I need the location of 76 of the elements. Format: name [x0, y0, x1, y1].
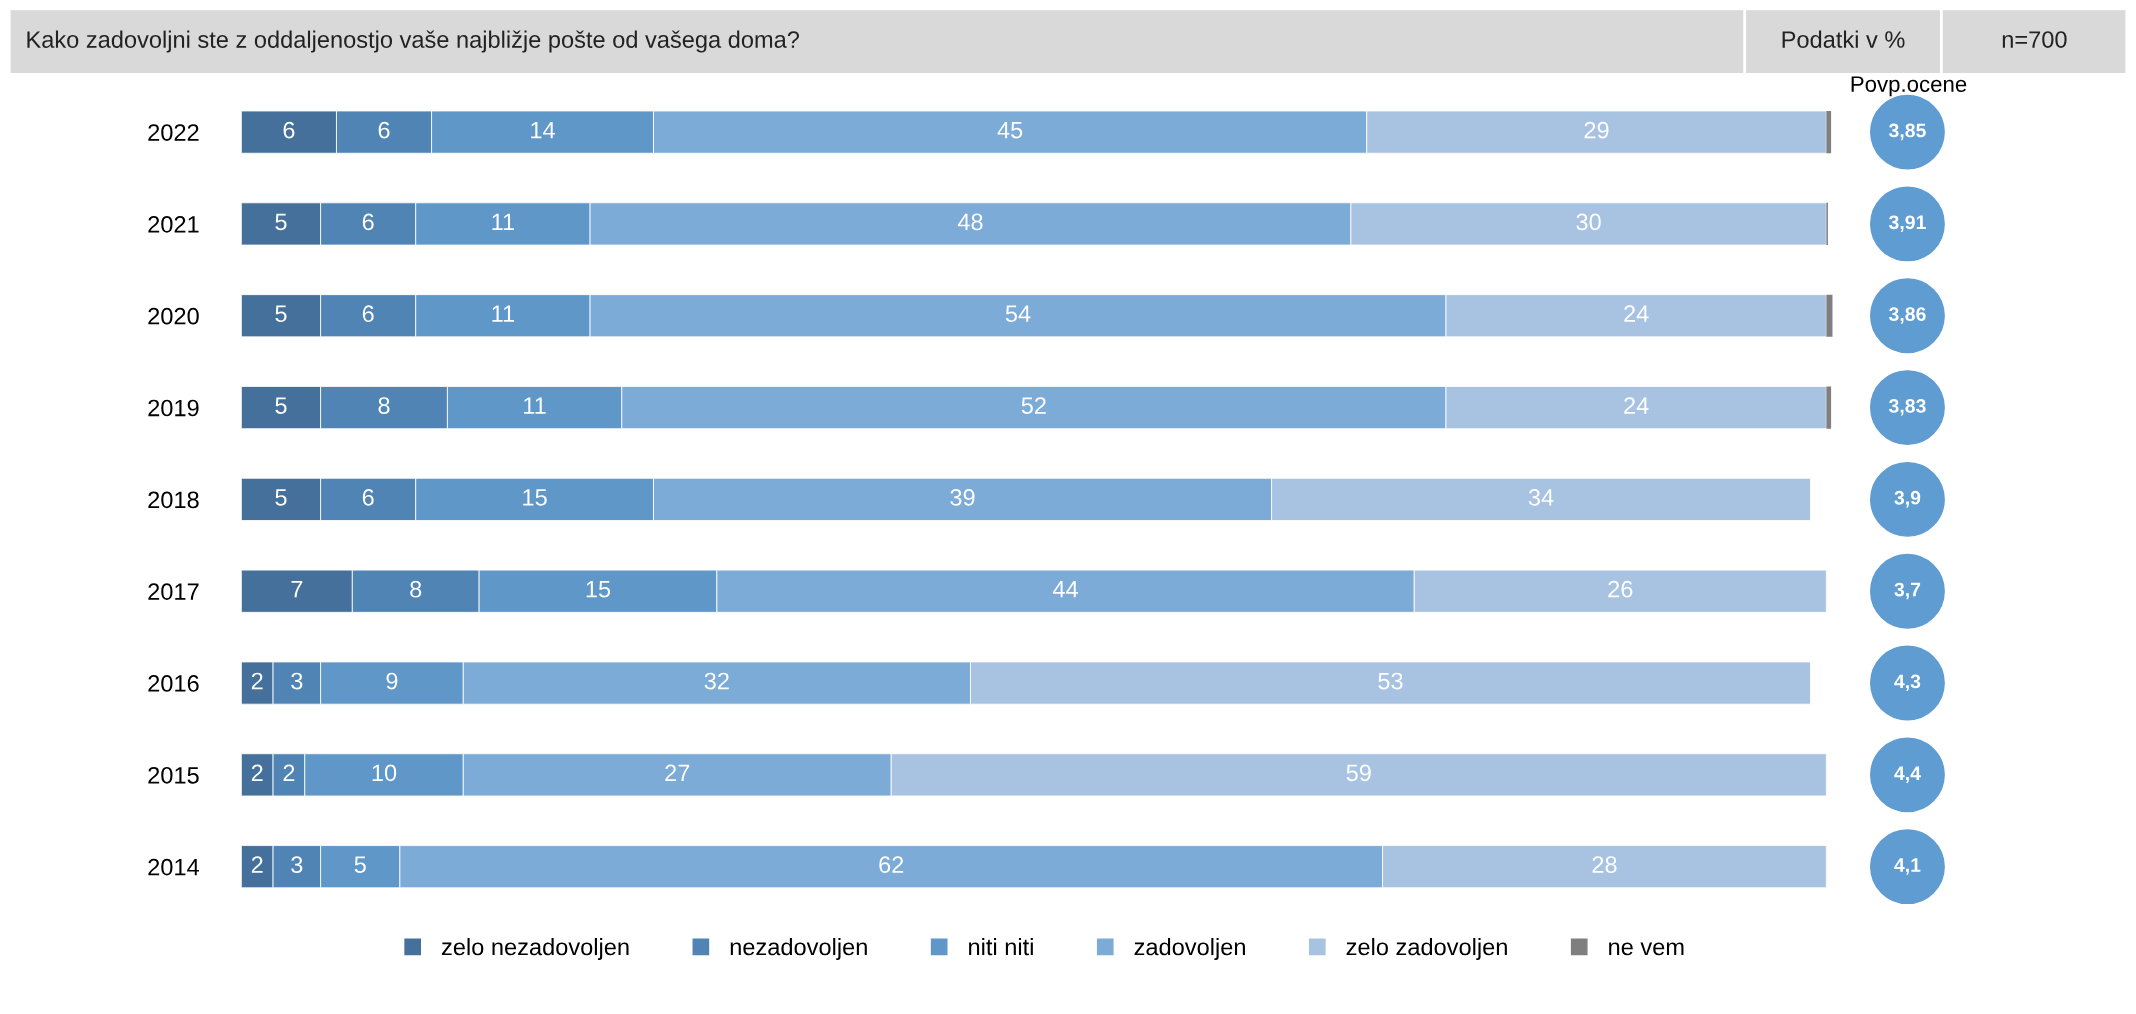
bar — [1826, 386, 1832, 429]
data-label: 53 — [1378, 672, 1403, 690]
y-tick-label: 2017 — [148, 583, 199, 601]
data-label: 52 — [1021, 397, 1046, 414]
data-label: 8 — [378, 397, 390, 414]
bar — [1826, 110, 1832, 154]
legend-label: ne vem — [1609, 942, 1684, 956]
data-label: 8 — [410, 580, 422, 598]
data-label: 11 — [492, 213, 514, 231]
text: 4,1 — [1894, 858, 1921, 875]
y-tick-label: 2019 — [148, 399, 199, 417]
data-label: 6 — [362, 489, 374, 506]
data-label: 2 — [251, 764, 263, 781]
text: 3,9 — [1894, 490, 1921, 508]
data-label: 15 — [523, 489, 547, 506]
text: n=700 — [2002, 31, 2067, 48]
data-label: 24 — [1624, 305, 1649, 322]
data-label: 9 — [386, 672, 398, 690]
text: 4,3 — [1894, 674, 1921, 692]
data-label: 6 — [283, 121, 295, 139]
y-tick-label: 2020 — [148, 307, 199, 325]
data-label: 32 — [704, 672, 729, 690]
legend-label: nezadovoljen — [730, 937, 867, 960]
data-label: 34 — [1528, 489, 1554, 506]
data-label: 3 — [291, 672, 303, 690]
data-label: 5 — [275, 397, 287, 414]
legend-label: zelo zadovoljen — [1346, 937, 1507, 960]
data-label: 2 — [251, 856, 263, 873]
data-label: 5 — [354, 856, 366, 874]
data-label: 5 — [275, 305, 287, 323]
text: 4,4 — [1894, 766, 1921, 783]
data-label: 2 — [283, 764, 295, 781]
y-tick-label: 2018 — [148, 491, 199, 509]
y-tick-label: 2015 — [148, 766, 199, 784]
data-label: 5 — [275, 489, 287, 506]
legend-label: zadovoljen — [1134, 937, 1245, 960]
data-label: 6 — [362, 305, 374, 323]
y-tick-label: 2016 — [148, 675, 199, 692]
data-label: 14 — [531, 121, 555, 139]
data-label: 6 — [378, 121, 390, 139]
data-label: 62 — [879, 856, 904, 874]
data-label: 6 — [362, 213, 374, 231]
data-label: 28 — [1592, 856, 1617, 874]
text: 3,83 — [1888, 399, 1926, 416]
data-label: 2 — [251, 672, 263, 690]
data-label: 59 — [1346, 764, 1371, 782]
data-label: 11 — [492, 305, 514, 322]
data-label: 44 — [1052, 581, 1078, 598]
y-tick-label: 2014 — [148, 858, 200, 876]
data-label: 48 — [957, 213, 983, 231]
legend-label: zelo nezadovoljen — [441, 937, 629, 960]
data-label: 11 — [524, 397, 546, 414]
data-label: 5 — [275, 213, 287, 231]
data-label: 15 — [586, 581, 611, 598]
data-label: 3 — [291, 856, 303, 874]
data-label: 45 — [997, 121, 1023, 139]
text: 3,91 — [1888, 215, 1926, 232]
text: 3,7 — [1894, 582, 1921, 600]
text: Povp.ocene — [1851, 76, 1967, 97]
data-label: 27 — [665, 764, 690, 781]
text: 3,85 — [1888, 123, 1926, 141]
data-label: 30 — [1576, 213, 1601, 231]
text: Podatki v % — [1782, 30, 1905, 48]
data-label: 39 — [950, 489, 975, 506]
data-label: 29 — [1584, 121, 1609, 139]
y-tick-label: 2021 — [148, 215, 199, 233]
data-label: 26 — [1608, 580, 1633, 598]
data-label: 10 — [372, 764, 397, 782]
legend-label: niti niti — [969, 937, 1033, 956]
bar — [1826, 294, 1833, 337]
text: 3,86 — [1888, 307, 1926, 324]
chart-title: Kako zadovoljni ste z oddaljenostjo vaše najbližje pošte od vašega doma? — [27, 30, 800, 53]
data-label: 24 — [1624, 397, 1649, 414]
data-label: 7 — [291, 581, 303, 598]
data-label: 54 — [1005, 305, 1031, 323]
y-tick-label: 2022 — [148, 124, 199, 141]
